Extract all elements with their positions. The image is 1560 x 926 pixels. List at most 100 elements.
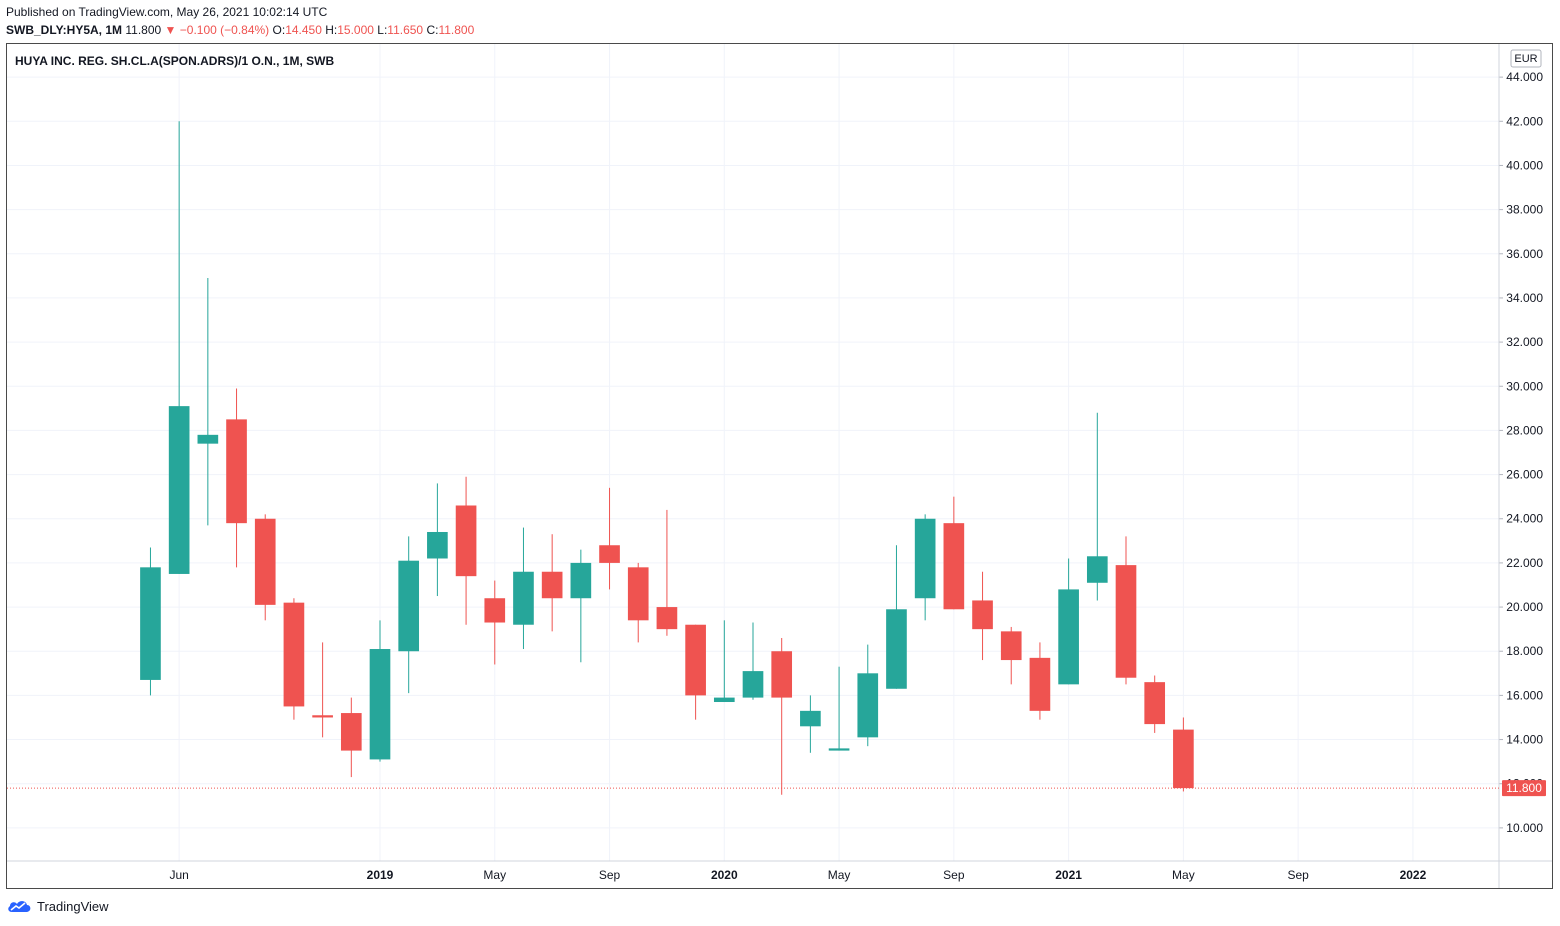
candle-body [541,571,563,599]
tradingview-cloud-icon [8,901,31,912]
candle-down [283,598,305,720]
open-value: 14.450 [285,23,322,37]
x-tick-label: May [828,868,851,882]
currency-label: EUR [1514,53,1537,65]
candle-body [656,607,678,630]
y-tick-label: 44.000 [1506,70,1543,84]
candle-body [369,649,391,760]
candle-body [742,671,764,698]
x-tick-label: May [483,868,506,882]
candle-up [427,483,448,597]
candle-body [1115,565,1137,678]
candle-down [685,624,706,720]
x-tick-label: 2019 [367,868,394,882]
high-label: H: [325,23,338,37]
y-tick-label: 18.000 [1506,644,1543,658]
symbol-label: SWB_DLY:HY5A, 1M [6,23,123,37]
candle-down [771,637,793,795]
x-tick-label: 2022 [1400,868,1427,882]
y-tick-label: 38.000 [1506,203,1543,217]
candle-up [1086,412,1108,601]
last-price: 11.800 [125,23,162,37]
down-arrow-icon: ▼ [164,23,177,37]
candle-up [713,620,735,703]
candle-down [599,487,620,590]
candle-body [455,505,477,577]
candle-up [513,527,534,650]
candle-body [828,748,850,751]
price-change: −0.100 (−0.84%) [179,23,270,37]
candle-body [484,598,506,623]
candle-body [1000,631,1022,661]
candle-up [800,695,821,753]
candle-body [972,600,993,630]
y-tick-label: 26.000 [1506,468,1543,482]
y-tick-label: 34.000 [1506,291,1543,305]
candle-body [283,602,305,707]
x-tick-label: Sep [1287,868,1309,882]
x-tick-label: 2020 [711,868,738,882]
y-tick-label: 24.000 [1506,512,1543,526]
y-tick-label: 30.000 [1506,379,1543,393]
y-tick-label: 16.000 [1506,688,1543,702]
chart-title: HUYA INC. REG. SH.CL.A(SPON.ADRS)/1 O.N.… [15,54,334,68]
candle-body [1058,589,1079,685]
tradingview-brand[interactable]: TradingView [6,898,109,914]
candle-body [599,545,620,563]
candle-up [828,666,850,751]
candle-body [140,567,161,680]
candle-down [455,476,477,625]
candle-body [570,562,592,599]
chart-frame[interactable] [6,43,1553,889]
candle-down [972,571,993,661]
candle-down [254,514,276,621]
ohlc-legend: SWB_DLY:HY5A, 1M 11.800 ▼ −0.100 (−0.84%… [6,23,474,37]
open-label: O: [272,23,286,37]
candle-body [398,560,420,652]
brand-label: TradingView [37,898,109,914]
candle-body [1029,657,1051,711]
y-tick-label: 32.000 [1506,335,1543,349]
y-tick-label: 42.000 [1506,114,1543,128]
x-tick-label: Jun [169,868,188,882]
candle-down [1000,626,1022,685]
candle-down [1115,536,1137,685]
x-tick-label: May [1172,868,1195,882]
candle-down [541,534,563,632]
candle-body [1086,556,1108,583]
y-tick-label: 36.000 [1506,247,1543,261]
candle-body [1173,729,1194,789]
y-tick-label: 40.000 [1506,158,1543,172]
candle-up [886,545,907,689]
candle-body [914,518,936,599]
candle-down [656,509,678,636]
candle-body [340,713,362,751]
y-tick-label: 10.000 [1506,821,1543,835]
candle-up [742,622,764,700]
low-label: L: [377,23,388,37]
y-tick-label: 14.000 [1506,733,1543,747]
last-price-tag [1502,780,1546,797]
candle-body [627,567,649,621]
candle-body [1144,682,1166,725]
candle-body [685,624,706,696]
published-note: Published on TradingView.com, May 26, 20… [6,5,328,19]
candle-body [800,710,821,727]
candle-up [398,536,420,694]
candle-body [254,518,276,605]
candle-down [1173,717,1194,792]
candle-up [570,549,592,663]
candle-body [943,523,965,610]
candle-down [340,697,362,778]
candle-body [771,651,793,698]
candle-body [713,697,735,703]
candle-up [140,547,161,696]
candle-body [857,673,879,738]
candle-body [312,715,333,718]
candle-up [369,620,391,762]
close-label: C: [426,23,439,37]
candle-up [197,278,219,526]
candle-up [857,644,879,747]
candle-down [627,562,649,643]
